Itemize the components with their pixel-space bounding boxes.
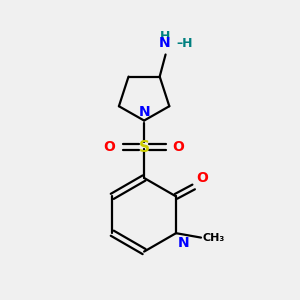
Text: O: O bbox=[104, 140, 116, 154]
Text: O: O bbox=[173, 140, 184, 154]
Text: –H: –H bbox=[177, 37, 193, 50]
Text: N: N bbox=[178, 236, 189, 250]
Text: S: S bbox=[139, 140, 150, 154]
Text: CH₃: CH₃ bbox=[202, 232, 225, 243]
Text: O: O bbox=[196, 171, 208, 184]
Text: H: H bbox=[160, 30, 170, 43]
Text: N: N bbox=[159, 36, 171, 50]
Text: N: N bbox=[138, 105, 150, 119]
